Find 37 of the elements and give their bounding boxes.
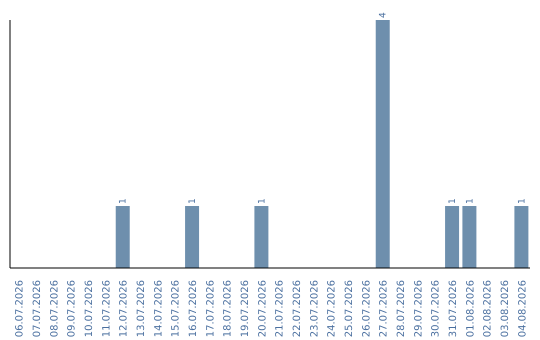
x-tick-label: 08.07.2026 [49,280,60,338]
data-label: 1 [118,198,129,204]
x-tick-label: 11.07.2026 [101,280,112,338]
x-tick-label: 29.07.2026 [413,280,424,338]
x-tick-label: 01.08.2026 [465,280,476,338]
x-tick-label: 12.07.2026 [118,280,130,338]
x-tick-label: 14.07.2026 [153,280,164,338]
x-tick-label: 18.07.2026 [222,280,234,338]
x-tick-label: 13.07.2026 [136,280,147,338]
x-tick-label: 28.07.2026 [396,280,407,338]
x-tick-label: 31.07.2026 [448,280,459,338]
x-tick-label: 30.07.2026 [430,280,442,338]
x-tick-label: 24.07.2026 [326,280,338,338]
x-tick-label: 26.07.2026 [361,280,372,338]
x-tick-label: 23.07.2026 [309,280,320,338]
x-tick-label: 09.07.2026 [66,280,78,338]
x-tick-label: 21.07.2026 [274,280,286,338]
x-tick-label: 15.07.2026 [170,280,182,338]
x-tick-label: 20.07.2026 [257,280,268,338]
x-tick-label: 25.07.2026 [344,280,355,338]
data-label: 1 [517,198,528,204]
data-label: 1 [465,198,476,204]
x-tick-label: 04.08.2026 [517,280,528,338]
x-tick-label: 22.07.2026 [292,280,303,338]
x-tick-label: 10.07.2026 [84,280,95,338]
data-label: 4 [378,12,389,18]
data-label: 1 [188,198,198,204]
x-tick-label: 02.08.2026 [482,280,494,338]
data-label: 1 [257,198,268,204]
x-tick-label: 16.07.2026 [188,280,199,338]
data-label: 1 [448,198,458,204]
x-tick-label: 06.07.2026 [14,280,26,338]
x-tick-label: 27.07.2026 [378,280,390,338]
x-tick-label: 03.08.2026 [500,280,511,338]
x-tick-label: 17.07.2026 [205,280,216,338]
x-tick-label: 07.07.2026 [32,280,43,338]
x-tick-label: 19.07.2026 [240,280,251,338]
